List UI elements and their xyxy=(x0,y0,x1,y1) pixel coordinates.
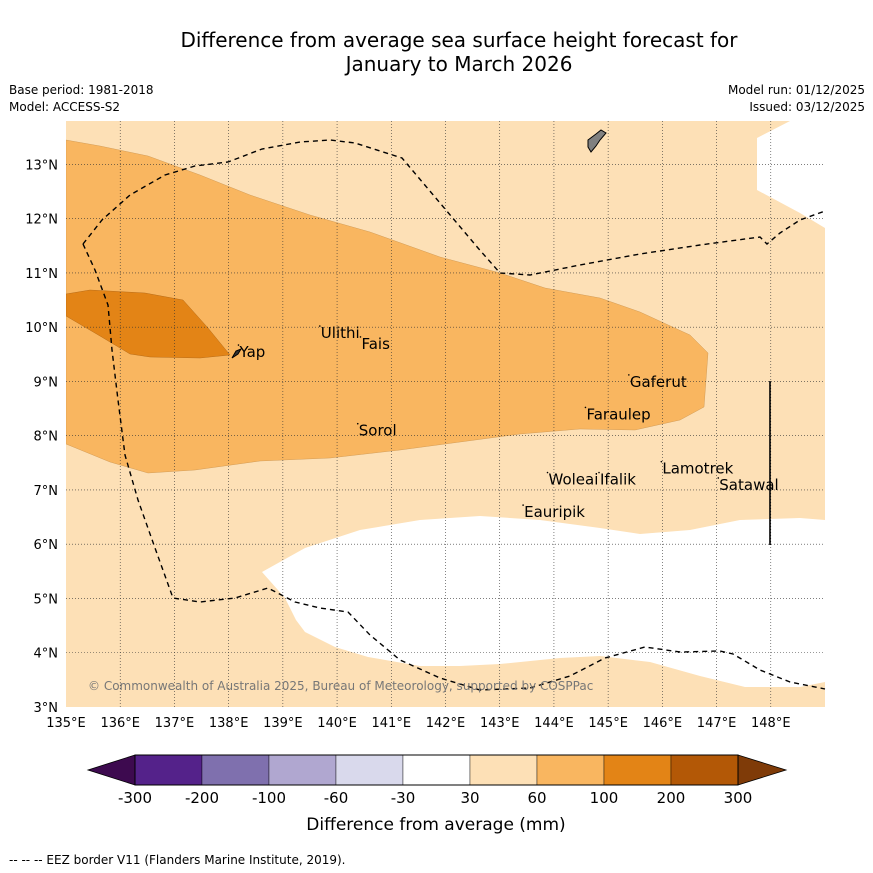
meta-left: Base period: 1981-2018 Model: ACCESS-S2 xyxy=(9,82,154,116)
colorbar-segment xyxy=(335,754,404,786)
atoll-marker xyxy=(628,374,630,376)
colorbar-tick-label: -200 xyxy=(185,789,219,807)
atoll-marker xyxy=(237,344,240,346)
place-label: Faraulep xyxy=(586,405,650,423)
colorbar-segment xyxy=(603,754,672,786)
colorbar-tick-label: 200 xyxy=(657,789,686,807)
colorbar-label: Difference from average (mm) xyxy=(306,815,565,835)
place-label: Eauripik xyxy=(524,503,585,521)
place-label: Woleai xyxy=(549,471,599,489)
lon-tick-label: 144°E xyxy=(534,716,574,731)
colorbar-tick-label: -300 xyxy=(118,789,152,807)
atoll-marker xyxy=(660,460,663,463)
lon-tick-label: 137°E xyxy=(155,716,195,731)
lon-tick-label: 146°E xyxy=(643,716,683,731)
graticule xyxy=(66,121,825,707)
colorbar-tick-label: 60 xyxy=(527,789,546,807)
lon-tick-label: 140°E xyxy=(317,716,357,731)
lon-tick-label: 138°E xyxy=(209,716,249,731)
eez-south xyxy=(82,243,826,691)
model-name: Model: ACCESS-S2 xyxy=(9,100,121,114)
lon-tick-label: 136°E xyxy=(100,716,140,731)
yap-island xyxy=(231,347,243,359)
colorbar-tick-label: -60 xyxy=(324,789,349,807)
lon-tick-label: 142°E xyxy=(426,716,466,731)
colorbar-segment xyxy=(536,754,605,786)
eez-north xyxy=(82,139,826,276)
chart-title: Difference from average sea surface heig… xyxy=(0,28,873,76)
issued-date: Issued: 03/12/2025 xyxy=(749,100,865,114)
lon-tick-label: 148°E xyxy=(751,716,791,731)
lon-tick-label: 141°E xyxy=(372,716,412,731)
atoll-marker xyxy=(319,325,321,327)
meta-right: Model run: 01/12/2025 Issued: 03/12/2025 xyxy=(728,82,865,116)
colorbar-tick-label: -100 xyxy=(252,789,286,807)
colorbar-segment xyxy=(469,754,538,786)
colorbar-tick-label: 300 xyxy=(724,789,753,807)
atoll-marker xyxy=(584,406,587,409)
place-label: Yap xyxy=(238,343,265,361)
lon-tick-label: 139°E xyxy=(263,716,303,731)
atoll-marker xyxy=(359,336,362,338)
lat-tick-label: 7°N xyxy=(34,484,59,499)
atoll-marker xyxy=(598,471,600,474)
title-line-2: January to March 2026 xyxy=(345,52,573,76)
lat-tick-label: 12°N xyxy=(25,213,58,228)
band-neutral-northeast xyxy=(757,121,825,228)
place-label: Fais xyxy=(361,335,390,353)
colorbar-segment xyxy=(670,754,739,786)
place-label: Ifalik xyxy=(600,471,636,489)
lat-tick-labels: 3°N 4°N 5°N 6°N 7°N 8°N 9°N 10°N 11°N 12°N 13°N xyxy=(25,158,58,716)
colorbar-tick-label: 30 xyxy=(460,789,479,807)
lat-tick-label: 5°N xyxy=(34,592,59,607)
model-run: Model run: 01/12/2025 xyxy=(727,83,865,97)
title-line-1: Difference from average sea surface heig… xyxy=(180,28,738,52)
lon-tick-labels: 135°E 136°E 137°E 138°E 139°E 140°E 141°E 142°E… xyxy=(46,716,790,731)
lat-tick-label: 11°N xyxy=(25,267,58,282)
place-label: Satawal xyxy=(719,476,778,494)
eez-borders xyxy=(82,139,826,691)
atoll-marker xyxy=(522,504,524,506)
colorbar-segment xyxy=(201,754,270,786)
colorbar-frame xyxy=(134,754,739,786)
lat-tick-label: 10°N xyxy=(25,321,58,336)
lat-tick-label: 4°N xyxy=(34,647,59,662)
copyright-notice: © Commonwealth of Australia 2025, Bureau… xyxy=(88,679,593,693)
colorbar-segment xyxy=(268,754,337,786)
lon-tick-label: 143°E xyxy=(480,716,520,731)
colorbar-segment xyxy=(134,754,203,786)
colorbar-segment xyxy=(402,754,471,786)
lat-tick-label: 6°N xyxy=(34,538,59,553)
lat-tick-label: 3°N xyxy=(34,701,59,716)
colorbar-tick-label: -30 xyxy=(391,789,416,807)
guam-island xyxy=(587,129,607,153)
lat-tick-label: 9°N xyxy=(34,375,59,390)
colorbar-arrow-high xyxy=(737,754,788,786)
atoll-marker xyxy=(717,477,720,479)
colorbar: -300 -200 -100 -60 -30 30 60 100 200 300 xyxy=(86,754,788,807)
colorbar-tick-label: 100 xyxy=(590,789,619,807)
place-label: Ulithi xyxy=(321,324,360,342)
base-period: Base period: 1981-2018 xyxy=(9,83,154,97)
band-60-100 xyxy=(66,139,709,474)
place-label: Sorol xyxy=(359,422,397,440)
band-100-200 xyxy=(66,289,231,359)
place-label: Gaferut xyxy=(630,373,687,391)
place-label: Lamotrek xyxy=(662,460,733,478)
atoll-marker xyxy=(546,471,549,474)
atoll-marker xyxy=(356,422,359,425)
colorbar-arrow-low xyxy=(86,754,136,786)
eez-legend: -- -- -- EEZ border V11 (Flanders Marine… xyxy=(9,853,346,867)
lon-tick-label: 135°E xyxy=(46,716,86,731)
lon-tick-label: 147°E xyxy=(697,716,737,731)
lat-tick-label: 8°N xyxy=(34,430,59,445)
band-neutral-south xyxy=(262,516,825,687)
lon-tick-label: 145°E xyxy=(588,716,628,731)
lat-tick-label: 13°N xyxy=(25,158,58,173)
